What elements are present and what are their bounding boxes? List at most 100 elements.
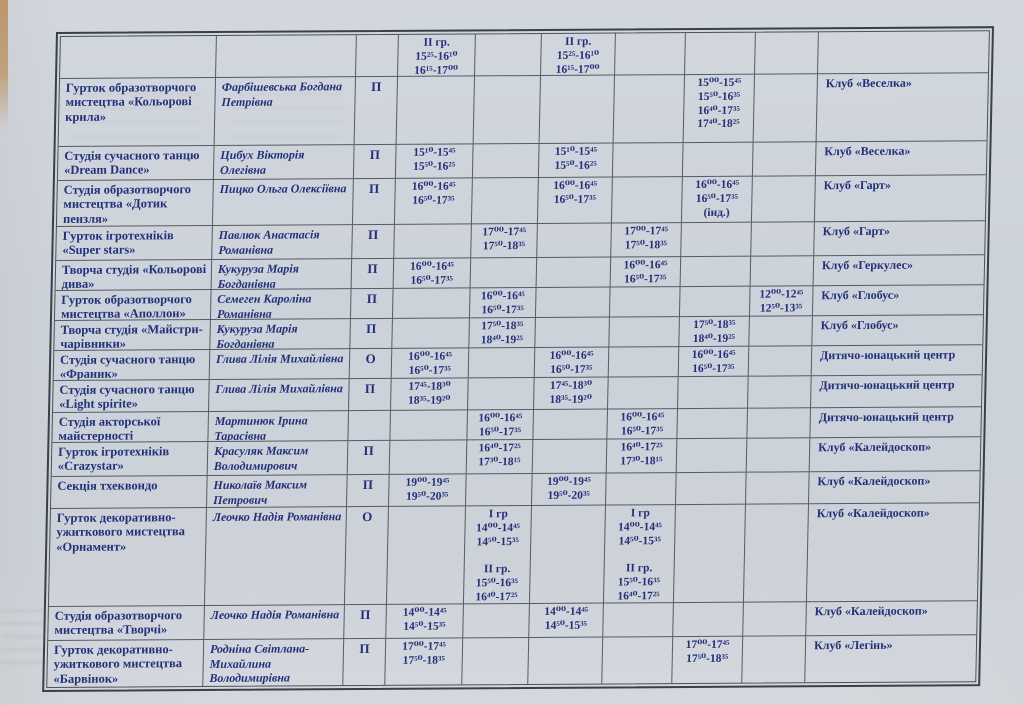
funding-type-cell: П bbox=[351, 258, 395, 290]
schedule-time-cell-day2 bbox=[473, 75, 542, 145]
club-name-cell: Студія сучасного танцю «Франик» bbox=[53, 350, 211, 381]
schedule-time-cell-day1 bbox=[394, 224, 472, 259]
schedule-time-cell-day2: І гр 14⁰⁰-14⁴⁵ 14⁵⁰-15³⁵ ІІ гр. 15⁵⁰-16³… bbox=[463, 505, 532, 605]
schedule-time-cell-day2: 17⁰⁰-17⁴⁵ 17⁵⁰-18³⁵ bbox=[471, 223, 538, 259]
schedule-time-cell-day6 bbox=[742, 636, 807, 683]
teacher-name-cell bbox=[216, 35, 357, 79]
schedule-time-cell-day3 bbox=[536, 257, 612, 288]
schedule-time-cell-day1: 14⁰⁰-14⁴⁵ 14⁵⁰-15³⁵ bbox=[386, 604, 464, 639]
location-cell: Клуб «Гарт» bbox=[814, 175, 986, 223]
location-cell: Клуб «Легінь» bbox=[813, 637, 893, 653]
schedule-time-cell-day6 bbox=[748, 346, 813, 377]
location-cell: Клуб «Калейдоскоп» bbox=[808, 471, 980, 505]
club-name-cell: Творча студія «Кольорові дива» bbox=[55, 260, 213, 291]
schedule-time-cell-day6 bbox=[747, 376, 812, 409]
schedule-time-cell-day3: 16⁰⁰-16⁴⁵ 16⁵⁰-17³⁵ bbox=[537, 177, 613, 224]
location-cell: Клуб «Калейдоскоп» bbox=[806, 601, 977, 637]
schedule-time-cell-day3: 19⁰⁰-19⁴⁵ 19⁵⁰-20³⁵ bbox=[531, 473, 607, 506]
schedule-time-cell-day1: 17⁰⁰-17⁴⁵ 17⁵⁰-18³⁵ bbox=[385, 638, 464, 685]
teacher-name-cell: Пицко Ольга Олексіївна bbox=[212, 179, 354, 227]
schedule-table: ІІ гр. 15²⁵-16¹⁰ 16¹⁵-17⁰⁰ ІІ гр. 15²⁵-16… bbox=[46, 30, 990, 688]
schedule-time-cell-day6 bbox=[743, 504, 809, 603]
schedule-time-cell-day5 bbox=[673, 602, 744, 638]
schedule-time-cell-day4: 16⁰⁰-16⁴⁵ 16⁵⁰-17³⁵ bbox=[610, 257, 682, 288]
schedule-time-cell-day3 bbox=[535, 287, 611, 318]
schedule-time-cell-day3 bbox=[535, 317, 610, 348]
schedule-time-cell-day6 bbox=[755, 32, 819, 75]
schedule-time-cell-day1: 15¹⁰-15⁴⁵ 15⁵⁰-16²⁵ bbox=[395, 144, 474, 179]
schedule-time-cell-day4 bbox=[609, 287, 681, 318]
teacher-name-cell: Павлюк Анастасія Романівна bbox=[212, 225, 353, 261]
teacher-name-cell: Николаїв Максим Петрович bbox=[206, 475, 348, 509]
schedule-time-cell-day4: 16⁴⁰-17²⁵ 17³⁰-18¹⁵ bbox=[606, 439, 678, 474]
schedule-time-cell-day1 bbox=[392, 318, 470, 349]
location-cell: Клуб «Геркулес» bbox=[813, 255, 985, 287]
funding-type-cell: П bbox=[352, 224, 395, 260]
schedule-time-cell-day5: 15⁰⁰-15⁴⁵ 15⁵⁰-16³⁵ 16⁴⁰-17³⁵ 17⁴⁰-18²⁵ bbox=[683, 74, 756, 144]
schedule-time-cell-day5 bbox=[673, 504, 746, 604]
teacher-name-cell: Леочко Надія Романівна bbox=[204, 507, 347, 607]
location-cell: Клуб «Гарт» bbox=[814, 221, 985, 257]
schedule-time-cell-day6 bbox=[750, 256, 815, 287]
schedule-time-cell-day4: І гр 14⁰⁰-14⁴⁵ 14⁵⁰-15³⁵ ІІ гр. 15⁵⁰-16³… bbox=[603, 505, 676, 604]
schedule-time-cell-day3 bbox=[537, 223, 612, 258]
club-name-cell: Гурток образотворчого мистецтва «Аполлон… bbox=[54, 290, 212, 321]
schedule-time-cell-day2 bbox=[465, 473, 533, 507]
schedule-time-cell-day6: 12⁰⁰-12⁴⁵ 12⁵⁰-13³⁵ bbox=[749, 286, 814, 317]
funding-type-cell: П bbox=[344, 604, 387, 640]
location-cell: Клуб «Веселка» bbox=[816, 73, 989, 143]
club-name-cell: Студія сучасного танцю «Light spirite» bbox=[52, 380, 210, 413]
funding-type-cell: П bbox=[353, 144, 397, 180]
funding-type-cell: П bbox=[354, 76, 399, 146]
schedule-time-cell-day5 bbox=[676, 438, 748, 474]
club-name-cell: Гурток ігротехніків «Super stars» bbox=[56, 226, 213, 261]
schedule-time-cell-day2: 17⁵⁰-18³⁵ 18⁴⁰-19²⁵ bbox=[469, 317, 536, 349]
schedule-time-cell-day6 bbox=[743, 602, 807, 637]
schedule-time-cell-day3 bbox=[539, 75, 616, 144]
schedule-time-cell-day3: 17⁴⁵-18³⁰ 18³⁵-19²⁰ bbox=[533, 377, 609, 410]
schedule-time-cell-day4 bbox=[615, 33, 686, 76]
schedule-time-cell-day1: 16⁰⁰-16⁴⁵ 16⁵⁰-17³⁵ bbox=[393, 258, 472, 289]
teacher-name-cell: Фарбішевська Богдана Петрівна bbox=[214, 77, 357, 147]
schedule-time-cell-day3 bbox=[533, 409, 608, 440]
schedule-time-cell-day4 bbox=[607, 377, 679, 410]
club-name-cell: Гурток декоративно-ужиткового мистецтва … bbox=[48, 508, 207, 607]
funding-type-cell: П bbox=[348, 378, 392, 412]
schedule-time-cell-day3: 15¹⁰-15⁴⁵ 15⁵⁰-16²⁵ bbox=[538, 143, 614, 178]
schedule-time-cell-day1 bbox=[396, 76, 476, 145]
club-name-cell: Студія образотворчого мистецтва «Дотик п… bbox=[56, 180, 214, 227]
schedule-time-cell-day2 bbox=[475, 33, 542, 77]
schedule-time-cell-day2 bbox=[472, 143, 540, 179]
club-name-cell: Творча студія «Майстри-чарівники» bbox=[54, 320, 211, 351]
schedule-time-cell-day5: 16⁰⁰-16⁴⁵ 16⁵⁰-17³⁵ bbox=[678, 346, 750, 378]
schedule-time-cell-day6 bbox=[745, 472, 810, 505]
club-name-cell: Студія акторської майстерності bbox=[52, 412, 209, 443]
schedule-time-cell-day3 bbox=[529, 505, 606, 604]
schedule-time-cell-day4 bbox=[603, 603, 674, 638]
teacher-name-cell: Родніна Світлана-Михайлина Володимирівна bbox=[203, 639, 345, 687]
schedule-time-cell-day1: ІІ гр. 15²⁵-16¹⁰ 16¹⁵-17⁰⁰ bbox=[398, 34, 476, 77]
schedule-time-cell-day1: 17⁴⁵-18³⁰ 18³⁵-19²⁰ bbox=[390, 378, 469, 411]
schedule-time-cell-day2: 16⁰⁰-16⁴⁵ 16⁵⁰-17³⁵ bbox=[469, 287, 537, 319]
schedule-time-cell-day3: 16⁰⁰-16⁴⁵ 16⁵⁰-17³⁵ bbox=[534, 347, 610, 378]
schedule-time-cell-day6 bbox=[751, 176, 816, 223]
schedule-time-cell-day1: 19⁰⁰-19⁴⁵ 19⁵⁰-20³⁵ bbox=[388, 474, 467, 507]
schedule-time-cell-day6 bbox=[747, 408, 811, 439]
schedule-time-cell-day5: 17⁰⁰-17⁴⁵ 17⁵⁰-18³⁵ bbox=[672, 636, 744, 684]
club-name-cell: Гурток образотворчого мистецтва «Кольоро… bbox=[58, 78, 217, 147]
funding-type-cell bbox=[348, 410, 391, 442]
location-cell: Клуб «Веселка» bbox=[815, 141, 987, 177]
club-name-cell: Студія образотворчого мистецтва «Творчі» bbox=[48, 606, 205, 641]
teacher-name-cell: Красуляк Максим Володимирович bbox=[207, 441, 349, 477]
schedule-time-cell-day4: 16⁰⁰-16⁴⁵ 16⁵⁰-17³⁵ bbox=[607, 409, 678, 440]
club-name-cell: Гурток ігротехніків «Crazystar» bbox=[51, 442, 209, 477]
schedule-time-cell-day4 bbox=[608, 347, 680, 378]
teacher-name-cell: Цибух Вікторія Олегівна bbox=[213, 145, 355, 181]
table-tilt-wrapper: ІІ гр. 15²⁵-16¹⁰ 16¹⁵-17⁰⁰ ІІ гр. 15²⁵-16… bbox=[42, 26, 994, 693]
schedule-time-cell-day5 bbox=[677, 376, 749, 410]
location-cell: Клуб «Глобус» bbox=[812, 315, 983, 347]
club-name-cell: Секція тхеквондо bbox=[50, 476, 208, 509]
schedule-time-cell-day4 bbox=[613, 75, 686, 144]
schedule-time-cell-day5 bbox=[680, 256, 752, 288]
schedule-time-cell-day5: 17⁵⁰-18³⁵ 18⁴⁰-19²⁵ bbox=[679, 316, 750, 348]
